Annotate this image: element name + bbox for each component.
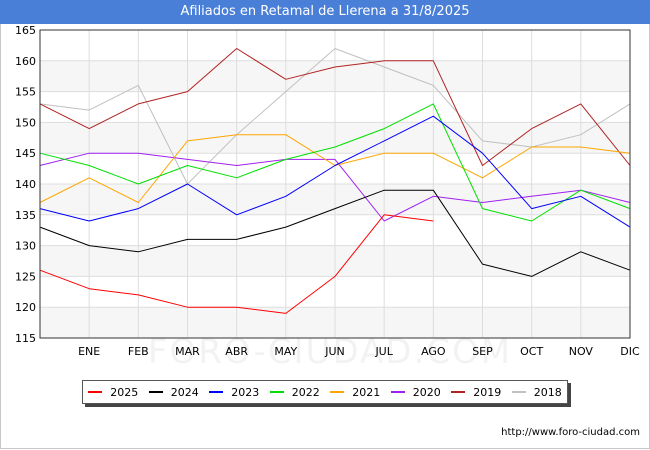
legend-label: 2022 bbox=[291, 385, 320, 399]
legend-label: 2019 bbox=[473, 385, 502, 399]
y-tick-label: 150 bbox=[15, 116, 36, 129]
y-tick-label: 140 bbox=[15, 178, 36, 191]
legend-item-2023: 2023 bbox=[209, 386, 259, 399]
legend-swatch bbox=[390, 391, 405, 393]
legend-item-2024: 2024 bbox=[148, 385, 199, 399]
legend-item-2019: 2019 bbox=[451, 386, 501, 399]
x-tick-label: MAR bbox=[175, 345, 200, 358]
y-tick-label: 155 bbox=[15, 86, 36, 99]
legend-swatch bbox=[209, 391, 224, 393]
y-tick-label: 135 bbox=[15, 209, 36, 222]
x-tick-label: DIC bbox=[620, 345, 640, 358]
legend-swatch bbox=[451, 391, 466, 393]
y-tick-label: 125 bbox=[15, 270, 36, 283]
series-line-2019 bbox=[39, 48, 631, 166]
x-tick-label: FEB bbox=[128, 345, 149, 358]
legend-label: 2025 bbox=[110, 385, 139, 399]
legend-label: 2020 bbox=[412, 385, 441, 399]
series-line-2020 bbox=[39, 152, 631, 222]
y-tick-label: 120 bbox=[15, 301, 36, 314]
source-link[interactable]: http://www.foro-ciudad.com bbox=[501, 427, 640, 438]
x-tick-label: OCT bbox=[520, 345, 543, 358]
legend-item-2018: 2018 bbox=[511, 385, 562, 399]
legend-label: 2024 bbox=[170, 385, 199, 399]
legend-item-2022: 2022 bbox=[269, 385, 320, 399]
watermark: FORO-CIUDAD.COM bbox=[147, 332, 513, 372]
x-tick-label: MAY bbox=[274, 345, 297, 358]
y-tick-label: 165 bbox=[15, 24, 36, 37]
x-tick-label: ENE bbox=[78, 345, 100, 358]
legend-label: 2021 bbox=[352, 385, 381, 399]
legend-item-2020: 2020 bbox=[390, 385, 441, 399]
series-line-2025 bbox=[39, 214, 434, 314]
x-tick-label: SEP bbox=[472, 345, 493, 358]
y-tick-label: 160 bbox=[15, 55, 36, 68]
series-line-2022 bbox=[39, 103, 631, 222]
legend-label: 2023 bbox=[231, 385, 260, 399]
x-tick-label: NOV bbox=[569, 345, 594, 358]
y-tick-label: 130 bbox=[15, 240, 36, 253]
y-tick-label: 145 bbox=[15, 147, 36, 160]
x-tick-label: AGO bbox=[421, 345, 446, 358]
y-tick-label: 115 bbox=[15, 332, 36, 345]
legend-swatch bbox=[511, 391, 526, 393]
x-axis-ticks: ENE FEB MAR ABR MAY JUN JUL AGO SEP OCT NOV DIC bbox=[78, 345, 640, 358]
legend-item-2025: 2025 bbox=[88, 386, 138, 399]
series-line-2023 bbox=[39, 115, 631, 228]
legend-swatch bbox=[269, 391, 284, 393]
y-axis-ticks: 115 120 125 130 135 140 145 150 155 160 165 bbox=[15, 24, 36, 345]
chart-title: Afiliados en Retamal de Llerena a 31/8/2… bbox=[0, 0, 650, 24]
legend-swatch bbox=[330, 391, 345, 393]
series-lines bbox=[39, 48, 631, 314]
x-tick-label: JUN bbox=[324, 345, 345, 358]
chart-legend: 2025 2024 2023 2022 2021 2020 2019 2018 bbox=[82, 380, 568, 404]
legend-item-2021: 2021 bbox=[330, 386, 380, 399]
legend-label: 2018 bbox=[533, 385, 562, 399]
legend-swatch bbox=[148, 391, 163, 393]
x-tick-label: ABR bbox=[225, 345, 248, 358]
x-tick-label: JUL bbox=[374, 345, 393, 358]
series-line-2024 bbox=[39, 189, 631, 277]
legend-swatch bbox=[88, 391, 103, 393]
plot-area-border bbox=[39, 29, 631, 339]
